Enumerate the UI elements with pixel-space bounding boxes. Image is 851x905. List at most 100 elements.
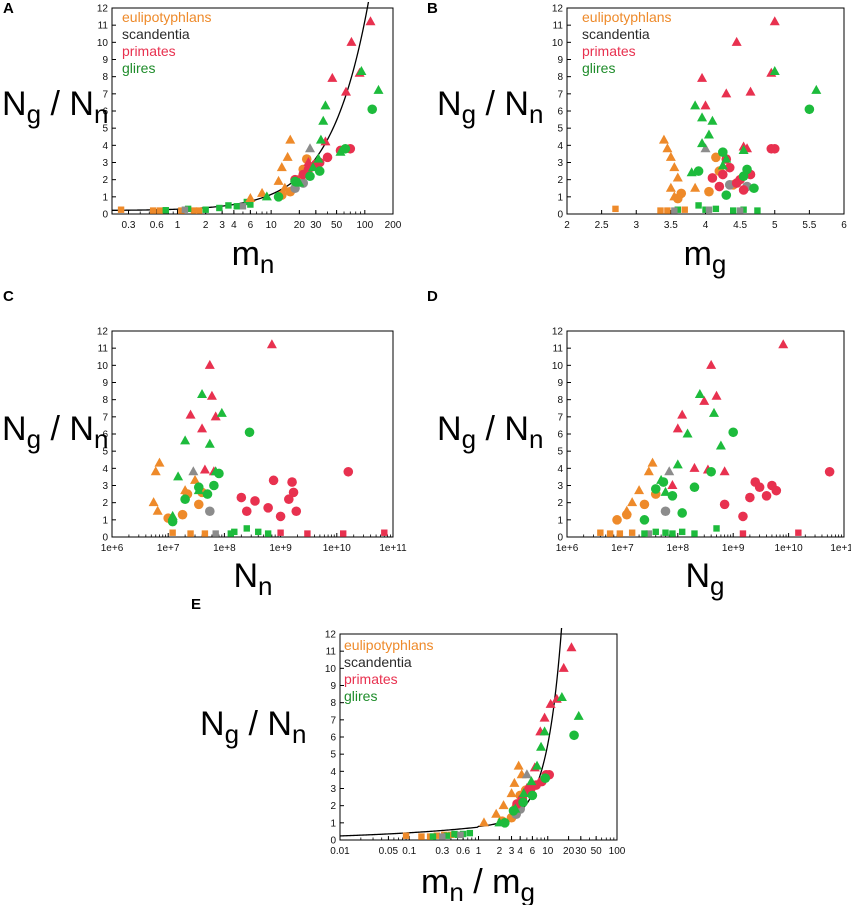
eulipotyphlans-square-point (195, 207, 203, 214)
glires-triangle-point (769, 66, 780, 76)
primates-triangle-point (667, 480, 678, 489)
glires-triangle-point (320, 100, 331, 110)
glires-circle-point (804, 104, 815, 115)
eulipotyphlans-triangle-point (513, 760, 524, 770)
x-tick-label: 4 (231, 220, 237, 231)
y-tick-label: 3 (102, 158, 108, 169)
glires-circle-point (639, 515, 650, 525)
y-tick-label: 3 (102, 481, 108, 492)
y-tick-label: 3 (330, 784, 336, 795)
glires-circle-point (706, 466, 716, 477)
eulipotyphlans-circle-point (711, 152, 721, 163)
y-tick-label: 1 (102, 515, 108, 526)
x-axis-label: Ng (685, 557, 724, 601)
eulipotyphlans-triangle-point (152, 505, 163, 515)
primates-square-point (381, 529, 388, 536)
eulipotyphlans-circle-point (704, 186, 714, 197)
scandentia-circle-point (205, 506, 215, 517)
glires-circle-point (290, 176, 300, 187)
primates-circle-point (724, 162, 735, 173)
eulipotyphlans-square-point (201, 530, 209, 537)
scandentia-square-point (212, 530, 219, 537)
x-tick-label: 1e+8 (213, 543, 236, 554)
primates-triangle-point (204, 359, 215, 369)
glires-circle-point (569, 730, 579, 741)
glires-square-point (466, 829, 474, 837)
primates-triangle-point (721, 88, 732, 98)
y-tick-label: 6 (330, 733, 336, 744)
legend-scandentia: scandentia (122, 26, 190, 42)
x-tick-label: 0.3 (122, 220, 136, 231)
eulipotyphlans-triangle-point (647, 457, 658, 467)
eulipotyphlans-square-point (178, 207, 185, 214)
glires-circle-point (540, 773, 551, 783)
primates-triangle-point (689, 462, 700, 472)
scandentia-square-point (457, 831, 464, 839)
eulipotyphlans-square-point (433, 832, 441, 839)
primates-triangle-point (327, 72, 338, 82)
legend-glires: glires (582, 60, 615, 76)
glires-circle-point (193, 482, 204, 493)
legend-eulipotyphlans: eulipotyphlans (344, 637, 434, 653)
primates-circle-point (738, 185, 749, 195)
y-tick-label: 7 (330, 715, 336, 726)
x-tick-label: 4 (703, 220, 709, 231)
y-tick-label: 1 (557, 192, 563, 203)
glires-circle-point (718, 147, 728, 157)
eulipotyphlans-circle-point (676, 188, 687, 199)
glires-triangle-point (690, 100, 701, 110)
x-tick-label: 4.5 (733, 220, 747, 231)
x-tick-label: 1e+7 (611, 543, 634, 554)
glires-triangle-point (261, 191, 272, 201)
primates-triangle-point (210, 411, 221, 421)
primates-circle-point (771, 485, 782, 496)
eulipotyphlans-triangle-point (506, 788, 517, 798)
y-tick-label: 9 (102, 55, 108, 66)
scandentia-square-point (239, 203, 247, 210)
eulipotyphlans-triangle-point (245, 193, 256, 203)
x-tick-label: 1e+9 (722, 543, 745, 554)
y-tick-label: 1 (102, 192, 108, 203)
panel-letter: E (191, 596, 201, 613)
y-tick-label: 11 (98, 344, 109, 355)
eulipotyphlans-triangle-point (643, 466, 654, 476)
glires-circle-point (244, 427, 255, 438)
primates-square-point (304, 530, 311, 537)
glires-square-point (702, 206, 709, 213)
y-tick-label: 5 (557, 447, 563, 458)
eulipotyphlans-square-point (616, 530, 624, 537)
glires-triangle-point (707, 115, 718, 125)
eulipotyphlans-triangle-point (665, 182, 676, 192)
eulipotyphlans-circle-point (612, 515, 622, 525)
eulipotyphlans-triangle-point (690, 182, 701, 192)
x-axis-label: mg (684, 235, 727, 279)
x-axis-label: mn (232, 235, 275, 279)
primates-triangle-point (677, 409, 688, 419)
eulipotyphlans-triangle-point (627, 497, 638, 507)
eulipotyphlans-square-point (156, 207, 164, 214)
glires-circle-point (689, 482, 700, 493)
x-tick-label: 0.3 (435, 846, 449, 857)
glires-circle-point (500, 818, 510, 828)
glires-triangle-point (180, 435, 191, 445)
glires-square-point (231, 528, 238, 536)
panel-letter: D (427, 288, 438, 305)
eulipotyphlans-square-point (187, 530, 194, 537)
glires-square-point (247, 201, 254, 208)
eulipotyphlans-square-point (117, 206, 125, 213)
primates-triangle-point (185, 409, 196, 419)
legend-scandentia: scandentia (582, 26, 650, 42)
glires-square-point (202, 206, 209, 213)
glires-square-point (255, 528, 262, 536)
y-axis-label: Ng / Nn (437, 410, 543, 454)
y-tick-label: 10 (97, 361, 109, 372)
y-tick-label: 0 (557, 533, 563, 544)
y-tick-label: 3 (557, 481, 563, 492)
x-tick-label: 6 (248, 220, 254, 231)
data-layer (112, 2, 384, 214)
y-tick-label: 6 (102, 430, 108, 441)
scandentia-triangle-point (305, 143, 316, 153)
data-layer (612, 16, 822, 214)
y-tick-label: 12 (552, 327, 564, 338)
scandentia-square-point (645, 530, 653, 537)
